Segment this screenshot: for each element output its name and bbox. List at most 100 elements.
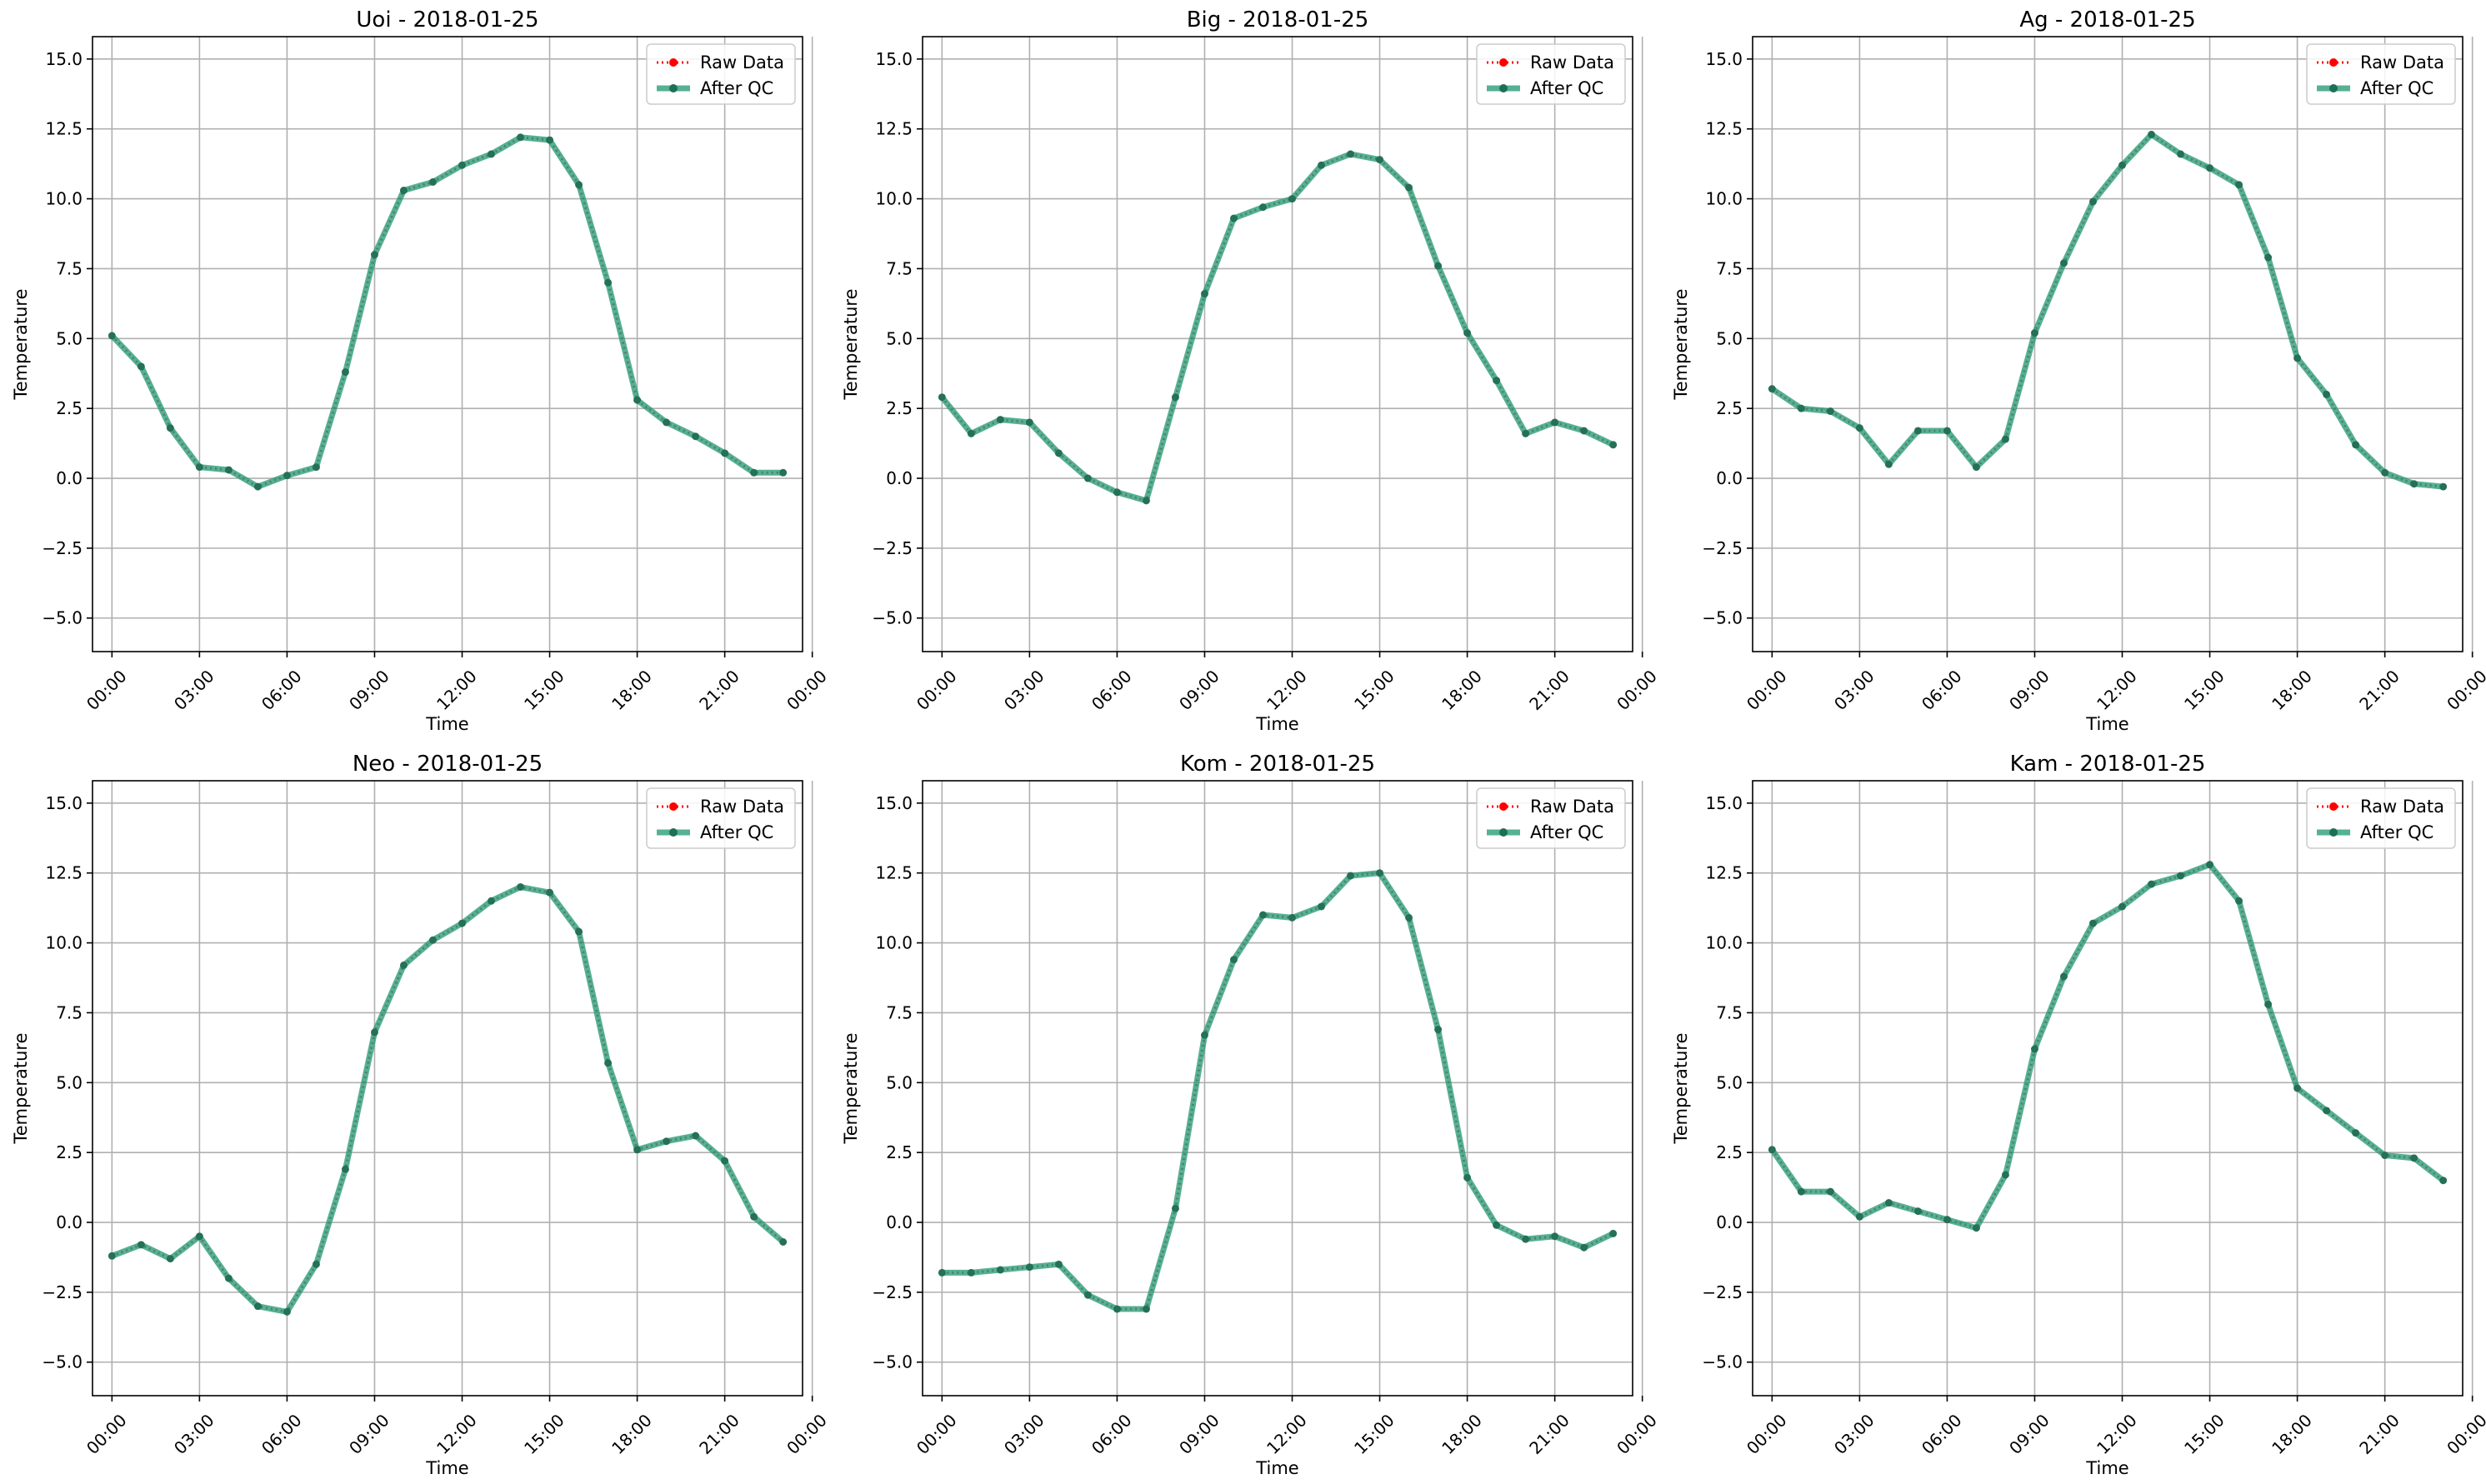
after-qc-point xyxy=(283,1307,291,1316)
after-qc-point xyxy=(312,1260,320,1268)
x-axis-label: Time xyxy=(2085,714,2128,734)
after-qc-point xyxy=(166,1255,174,1263)
after-qc-point xyxy=(1768,1146,1776,1154)
x-tick-label: 15:00 xyxy=(1350,666,1398,714)
y-axis-label: Temperature xyxy=(1671,288,1691,400)
subplot: 00:00 03:00 06:00 09:00 12:00 15:00 18:00 21:00… xyxy=(841,752,1661,1478)
legend-raw-label: Raw Data xyxy=(1530,52,1614,72)
after-qc-point xyxy=(195,1232,203,1241)
plot-area xyxy=(93,781,803,1396)
after-qc-point xyxy=(1229,214,1238,222)
after-qc-point xyxy=(721,1157,729,1165)
after-qc-line xyxy=(1768,131,2447,490)
after-qc-point xyxy=(1434,262,1443,270)
y-tick-label: 10.0 xyxy=(45,933,83,953)
y-tick-label: 12.5 xyxy=(875,119,913,139)
x-tick-label: 06:00 xyxy=(258,1410,306,1458)
x-axis-label: Time xyxy=(1255,1458,1298,1478)
chart-title: Big - 2018-01-25 xyxy=(1187,7,1369,32)
after-qc-point xyxy=(341,1165,349,1173)
after-qc-point xyxy=(604,278,613,287)
legend-qc-marker xyxy=(1499,84,1508,92)
plot-area xyxy=(923,781,1633,1396)
after-qc-point xyxy=(370,251,378,259)
after-qc-point xyxy=(2410,1154,2418,1162)
y-tick-label: −5.0 xyxy=(1702,608,1743,628)
after-qc-point xyxy=(2410,480,2418,488)
y-tick-label: 12.5 xyxy=(45,863,83,883)
y-tick-label: 10.0 xyxy=(1705,933,1743,953)
axes-frame xyxy=(1752,780,2463,1397)
y-tick-label: 0.0 xyxy=(56,1212,83,1232)
x-tick-label: 21:00 xyxy=(1525,666,1573,714)
y-tick-label: 7.5 xyxy=(886,258,913,278)
x-tick-label: 12:00 xyxy=(433,1410,481,1458)
after-qc-point xyxy=(1826,1187,1834,1196)
x-tick-label: 09:00 xyxy=(1175,666,1223,714)
x-tick-label: 18:00 xyxy=(608,1410,656,1458)
plot-area xyxy=(1753,37,2463,652)
legend-raw-marker xyxy=(1499,802,1508,811)
x-axis-label: Time xyxy=(1255,714,1298,734)
after-qc-point xyxy=(633,396,642,404)
axes-frame xyxy=(92,780,803,1397)
after-qc-point xyxy=(938,393,946,402)
subplot: 00:00 03:00 06:00 09:00 12:00 15:00 18:00 21:00… xyxy=(841,7,1661,734)
after-qc-point xyxy=(750,468,758,477)
after-qc-point xyxy=(166,424,174,432)
y-tick-label: −5.0 xyxy=(42,1352,83,1372)
after-qc-point xyxy=(1288,195,1297,203)
y-tick-label: 5.0 xyxy=(1716,328,1743,348)
after-qc-point xyxy=(1405,183,1413,192)
after-qc-line xyxy=(108,884,787,1315)
after-qc-point xyxy=(692,1132,700,1140)
x-tick-label: 03:00 xyxy=(1000,1410,1048,1458)
legend: Raw Data After QC xyxy=(2306,787,2456,849)
after-qc-point xyxy=(137,362,145,371)
after-qc-point xyxy=(546,136,554,144)
plot-area xyxy=(923,37,1633,652)
after-qc-point xyxy=(692,432,700,441)
after-qc-point xyxy=(312,463,320,472)
legend-qc-marker xyxy=(669,84,678,92)
after-qc-point xyxy=(488,897,496,905)
legend-raw-label: Raw Data xyxy=(700,797,784,817)
after-qc-point xyxy=(1376,869,1384,877)
after-qc-point xyxy=(428,936,437,944)
after-qc-point xyxy=(1318,902,1326,911)
after-qc-point xyxy=(195,463,203,472)
x-tick-label: 12:00 xyxy=(2093,666,2141,714)
after-qc-point xyxy=(1200,290,1208,298)
after-qc-point xyxy=(575,181,583,189)
after-qc-point xyxy=(1522,1235,1530,1243)
after-qc-point xyxy=(108,332,116,340)
x-tick-label: 09:00 xyxy=(1175,1410,1223,1458)
legend-raw-marker xyxy=(2329,58,2338,67)
legend-raw-label: Raw Data xyxy=(2360,797,2444,817)
legend: Raw Data After QC xyxy=(646,787,796,849)
y-tick-label: 5.0 xyxy=(1716,1072,1743,1092)
y-tick-label: 10.0 xyxy=(875,933,913,953)
x-tick-label: 12:00 xyxy=(2093,1410,2141,1458)
x-tick-label: 21:00 xyxy=(2355,666,2403,714)
y-tick-label: 2.5 xyxy=(1716,1142,1743,1162)
x-tick-label: 00:00 xyxy=(1613,666,1661,714)
y-tick-label: 7.5 xyxy=(886,1002,913,1022)
after-qc-point xyxy=(1972,463,1980,472)
after-qc-point xyxy=(1609,441,1618,449)
x-axis-label: Time xyxy=(425,1458,468,1478)
after-qc-point xyxy=(967,1268,975,1277)
legend-qc-label: After QC xyxy=(2360,822,2433,842)
after-qc-point xyxy=(1913,427,1922,435)
legend-qc-marker xyxy=(2329,84,2338,92)
after-qc-point xyxy=(546,888,554,897)
x-tick-label: 21:00 xyxy=(695,666,743,714)
subplot: 00:00 03:00 06:00 09:00 12:00 15:00 18:00 21:00… xyxy=(1671,752,2486,1478)
axes-frame xyxy=(1752,36,2463,652)
x-tick-label: 18:00 xyxy=(1438,1410,1486,1458)
after-qc-line xyxy=(1768,862,2447,1232)
after-qc-point xyxy=(1347,150,1355,158)
legend-raw-label: Raw Data xyxy=(2360,52,2444,72)
y-tick-label: 15.0 xyxy=(1705,49,1743,69)
after-qc-point xyxy=(1884,460,1893,468)
